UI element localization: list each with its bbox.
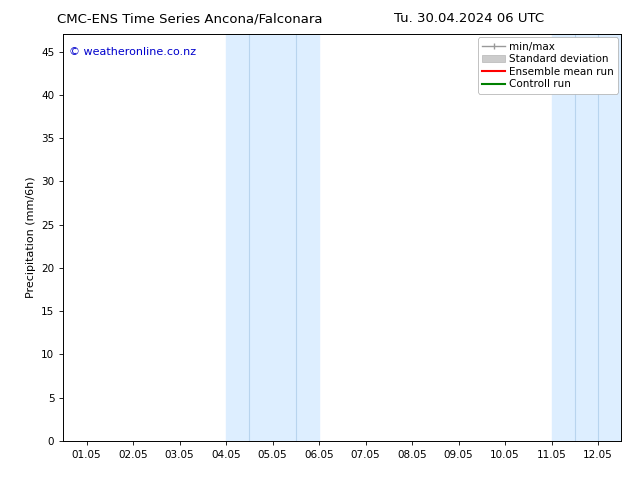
Text: Tu. 30.04.2024 06 UTC: Tu. 30.04.2024 06 UTC <box>394 12 544 25</box>
Text: © weatheronline.co.nz: © weatheronline.co.nz <box>69 47 196 56</box>
Bar <box>226 34 319 441</box>
Y-axis label: Precipitation (mm/6h): Precipitation (mm/6h) <box>25 177 36 298</box>
Legend: min/max, Standard deviation, Ensemble mean run, Controll run: min/max, Standard deviation, Ensemble me… <box>478 37 618 94</box>
Text: CMC-ENS Time Series Ancona/Falconara: CMC-ENS Time Series Ancona/Falconara <box>58 12 323 25</box>
Bar <box>552 34 621 441</box>
